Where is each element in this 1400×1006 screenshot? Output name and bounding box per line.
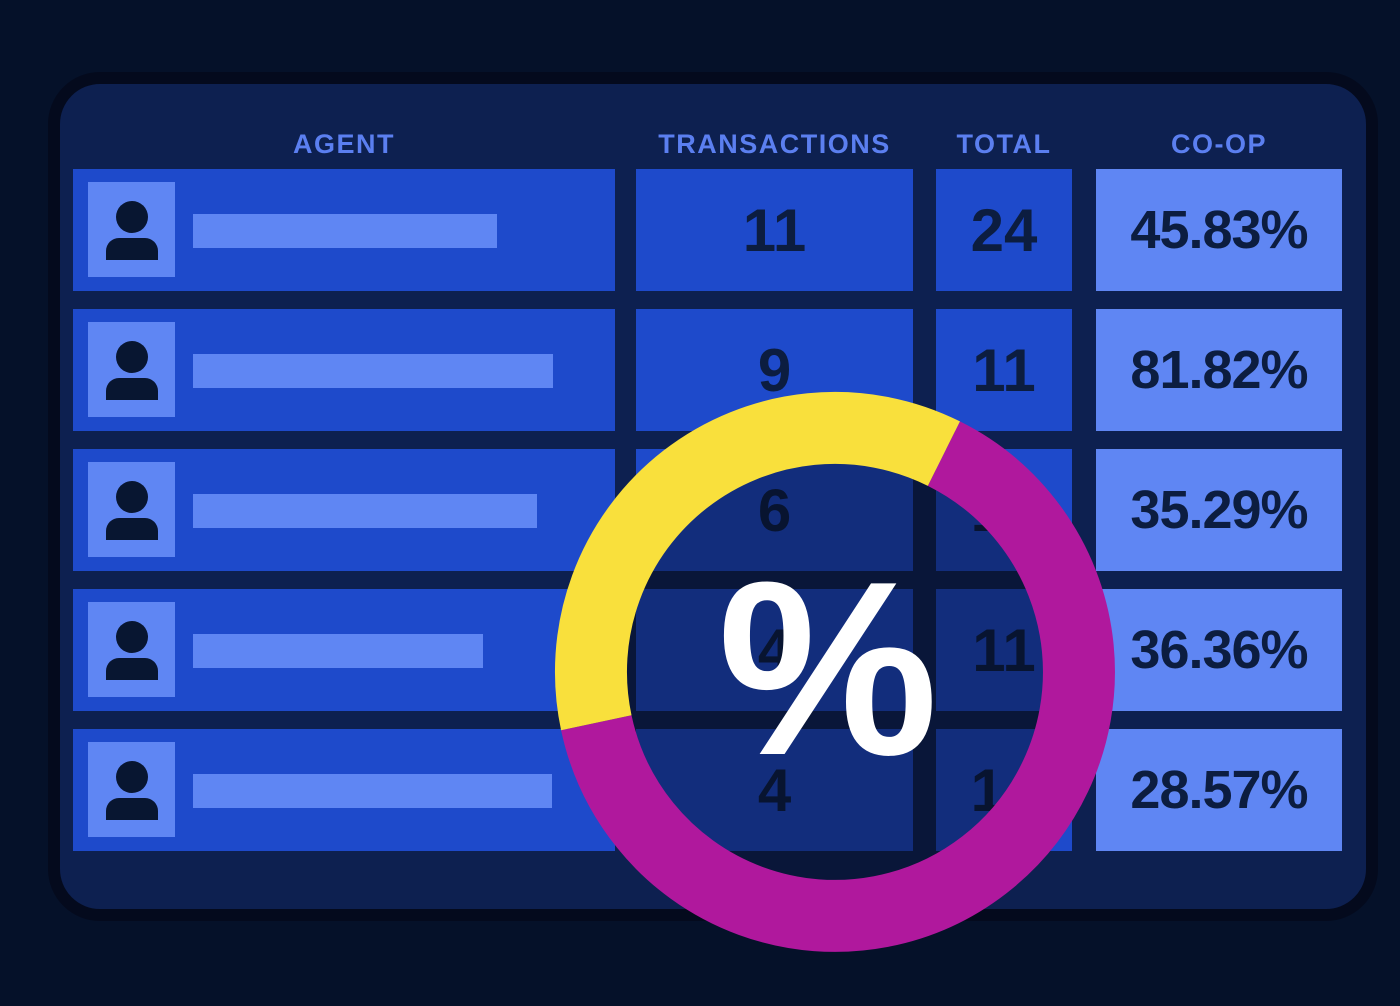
total-value: 24 <box>970 196 1038 264</box>
name-placeholder-bar <box>193 494 537 528</box>
transactions-cell: 4 <box>636 589 913 711</box>
transactions-value: 9 <box>757 336 792 404</box>
total-value: 11 <box>972 336 1036 404</box>
transactions-value: 6 <box>758 476 791 545</box>
transactions-value: 4 <box>758 616 791 685</box>
total-cell: 11 <box>936 309 1072 431</box>
transactions-value: 11 <box>742 196 807 264</box>
coop-donut-chart <box>554 391 1115 952</box>
name-placeholder-bar <box>193 354 553 388</box>
coop-value: 81.82% <box>1130 340 1308 400</box>
person-icon <box>105 340 158 400</box>
avatar <box>88 182 175 277</box>
donut-segment-magenta <box>561 421 1115 952</box>
coop-cell: 35.29% <box>1096 449 1342 571</box>
column-header-coop: CO-OP <box>1170 129 1267 159</box>
donut-hole-overlay <box>626 463 1044 881</box>
table-row: 4 14 28.57% <box>0 729 1400 851</box>
avatar <box>88 462 175 557</box>
coop-value: 36.36% <box>1130 620 1308 680</box>
column-header-agent: AGENT <box>293 129 395 159</box>
agent-cell <box>73 169 615 291</box>
column-header-total: TOTAL <box>956 129 1052 159</box>
coop-value: 28.57% <box>1130 760 1308 820</box>
person-icon <box>105 200 158 260</box>
coop-cell: 45.83% <box>1096 169 1342 291</box>
donut-segment-yellow <box>554 391 960 731</box>
total-value: 11 <box>972 616 1035 685</box>
table-row: 4 11 36.36% <box>0 589 1400 711</box>
agent-cell <box>73 729 615 851</box>
coop-cell: 81.82% <box>1096 309 1342 431</box>
agent-cell <box>73 589 615 711</box>
percent-symbol: % <box>717 529 939 807</box>
name-placeholder-bar <box>193 774 552 808</box>
coop-cell: 28.57% <box>1096 729 1342 851</box>
transactions-value: 4 <box>758 756 791 825</box>
table-row: 9 11 81.82% <box>0 309 1400 431</box>
person-icon <box>105 760 158 820</box>
avatar <box>88 742 175 837</box>
coop-cell: 36.36% <box>1096 589 1342 711</box>
transactions-cell: 11 <box>636 169 913 291</box>
name-placeholder-bar <box>193 634 483 668</box>
total-cell: 24 <box>936 169 1072 291</box>
person-icon <box>105 620 158 680</box>
column-header-transactions: TRANSACTIONS <box>658 129 891 159</box>
avatar <box>88 602 175 697</box>
coop-value: 35.29% <box>1130 480 1308 540</box>
agent-cell <box>73 309 615 431</box>
table-row: 11 24 45.83% <box>0 169 1400 291</box>
agent-cell <box>73 449 615 571</box>
avatar <box>88 322 175 417</box>
name-placeholder-bar <box>193 214 497 248</box>
person-icon <box>105 480 158 540</box>
coop-value: 45.83% <box>1130 200 1308 260</box>
